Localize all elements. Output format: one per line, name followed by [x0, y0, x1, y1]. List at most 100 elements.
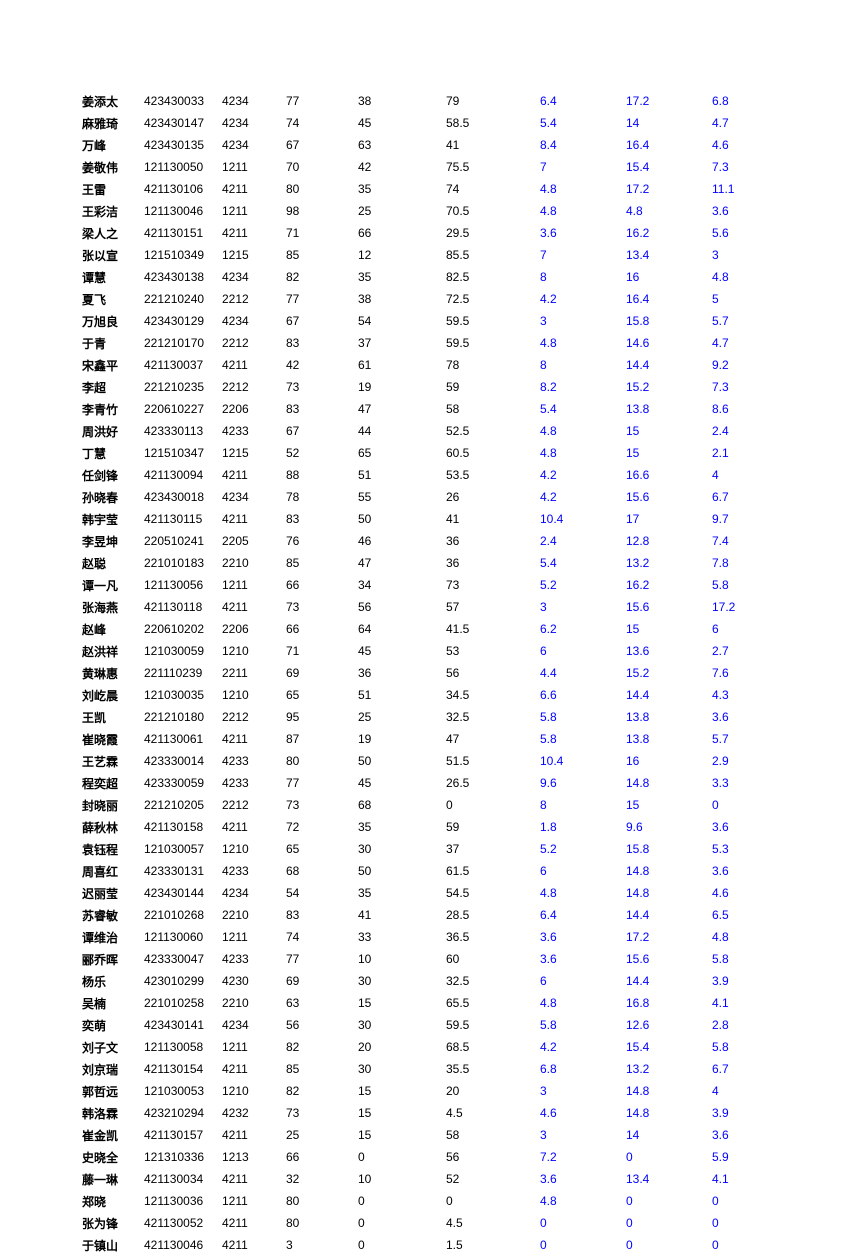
- cell-name: 张为锋: [80, 1212, 142, 1234]
- table-row: 谭维治1211300601211743336.53.617.24.8: [80, 926, 774, 948]
- cell-b1: 7.2: [538, 1146, 624, 1168]
- cell-b3: 5.8: [710, 948, 774, 970]
- table-row: 万旭良4234301294234675459.5315.85.7: [80, 310, 774, 332]
- cell-name: 刘京瑞: [80, 1058, 142, 1080]
- cell-id: 121510349: [142, 244, 220, 266]
- cell-name: 孙晓春: [80, 486, 142, 508]
- cell-v2: 30: [356, 838, 444, 860]
- cell-id: 121130036: [142, 1190, 220, 1212]
- table-row: 奕萌4234301414234563059.55.812.62.8: [80, 1014, 774, 1036]
- cell-v3: 68.5: [444, 1036, 538, 1058]
- cell-b3: 3.6: [710, 706, 774, 728]
- cell-id: 423430147: [142, 112, 220, 134]
- cell-v2: 15: [356, 1102, 444, 1124]
- cell-b3: 17.2: [710, 596, 774, 618]
- cell-v3: 52.5: [444, 420, 538, 442]
- cell-code: 4233: [220, 948, 284, 970]
- cell-name: 周洪好: [80, 420, 142, 442]
- cell-b1: 4.8: [538, 332, 624, 354]
- cell-name: 宋鑫平: [80, 354, 142, 376]
- table-row: 藤一琳42113003442113210523.613.44.1: [80, 1168, 774, 1190]
- cell-v1: 67: [284, 310, 356, 332]
- cell-v3: 59.5: [444, 1014, 538, 1036]
- cell-v2: 38: [356, 288, 444, 310]
- cell-v2: 66: [356, 222, 444, 244]
- cell-id: 421130115: [142, 508, 220, 530]
- cell-id: 121030059: [142, 640, 220, 662]
- cell-b2: 16.2: [624, 222, 710, 244]
- cell-name: 藤一琳: [80, 1168, 142, 1190]
- cell-v2: 50: [356, 860, 444, 882]
- cell-v1: 77: [284, 772, 356, 794]
- cell-v1: 66: [284, 618, 356, 640]
- cell-b1: 5.2: [538, 838, 624, 860]
- cell-b3: 4: [710, 464, 774, 486]
- cell-v1: 69: [284, 970, 356, 992]
- cell-b1: 10.4: [538, 750, 624, 772]
- cell-id: 423010299: [142, 970, 220, 992]
- table-row: 张以宣1215103491215851285.5713.43: [80, 244, 774, 266]
- cell-b2: 14.8: [624, 772, 710, 794]
- cell-b2: 15.6: [624, 486, 710, 508]
- cell-code: 2212: [220, 376, 284, 398]
- cell-v2: 0: [356, 1234, 444, 1256]
- cell-name: 王彩洁: [80, 200, 142, 222]
- table-row: 于镇山4211300464211301.5000: [80, 1234, 774, 1256]
- cell-b2: 13.4: [624, 244, 710, 266]
- cell-b1: 4.8: [538, 882, 624, 904]
- cell-code: 4211: [220, 1212, 284, 1234]
- cell-b1: 3.6: [538, 948, 624, 970]
- cell-v1: 42: [284, 354, 356, 376]
- table-row: 夏飞2212102402212773872.54.216.45: [80, 288, 774, 310]
- cell-v1: 76: [284, 530, 356, 552]
- cell-b1: 5.8: [538, 706, 624, 728]
- cell-id: 423330113: [142, 420, 220, 442]
- cell-id: 121130046: [142, 200, 220, 222]
- table-row: 谭慧4234301384234823582.58164.8: [80, 266, 774, 288]
- cell-v2: 37: [356, 332, 444, 354]
- cell-id: 121510347: [142, 442, 220, 464]
- table-row: 李昱坤22051024122057646362.412.87.4: [80, 530, 774, 552]
- cell-b1: 5.4: [538, 112, 624, 134]
- cell-b3: 4.8: [710, 266, 774, 288]
- cell-b2: 14.6: [624, 332, 710, 354]
- cell-name: 王雷: [80, 178, 142, 200]
- cell-b1: 6.2: [538, 618, 624, 640]
- cell-name: 姜添太: [80, 90, 142, 112]
- cell-id: 423330014: [142, 750, 220, 772]
- cell-v1: 78: [284, 486, 356, 508]
- cell-id: 121310336: [142, 1146, 220, 1168]
- cell-v3: 29.5: [444, 222, 538, 244]
- cell-id: 221010268: [142, 904, 220, 926]
- cell-code: 1211: [220, 200, 284, 222]
- cell-v3: 47: [444, 728, 538, 750]
- cell-b3: 7.3: [710, 376, 774, 398]
- cell-b3: 2.9: [710, 750, 774, 772]
- cell-b1: 5.8: [538, 1014, 624, 1036]
- cell-b1: 6.4: [538, 904, 624, 926]
- table-row: 郭哲远1210300531210821520314.84: [80, 1080, 774, 1102]
- cell-id: 421130158: [142, 816, 220, 838]
- table-body: 姜添太42343003342347738796.417.26.8麻雅琦42343…: [80, 90, 774, 1256]
- table-row: 李超22121023522127319598.215.27.3: [80, 376, 774, 398]
- table-row: 杨乐4230102994230693032.5614.43.9: [80, 970, 774, 992]
- cell-v2: 30: [356, 970, 444, 992]
- cell-code: 4234: [220, 882, 284, 904]
- cell-v2: 0: [356, 1146, 444, 1168]
- cell-b1: 3: [538, 596, 624, 618]
- cell-b2: 15: [624, 442, 710, 464]
- cell-b3: 2.1: [710, 442, 774, 464]
- cell-v2: 33: [356, 926, 444, 948]
- cell-v1: 52: [284, 442, 356, 464]
- cell-b3: 4.3: [710, 684, 774, 706]
- cell-b1: 5.4: [538, 398, 624, 420]
- cell-b2: 13.2: [624, 552, 710, 574]
- cell-code: 4233: [220, 772, 284, 794]
- cell-b2: 13.4: [624, 1168, 710, 1190]
- cell-b2: 14.8: [624, 860, 710, 882]
- cell-b1: 0: [538, 1234, 624, 1256]
- cell-id: 221210240: [142, 288, 220, 310]
- cell-v3: 36: [444, 530, 538, 552]
- table-row: 姜添太42343003342347738796.417.26.8: [80, 90, 774, 112]
- cell-v3: 79: [444, 90, 538, 112]
